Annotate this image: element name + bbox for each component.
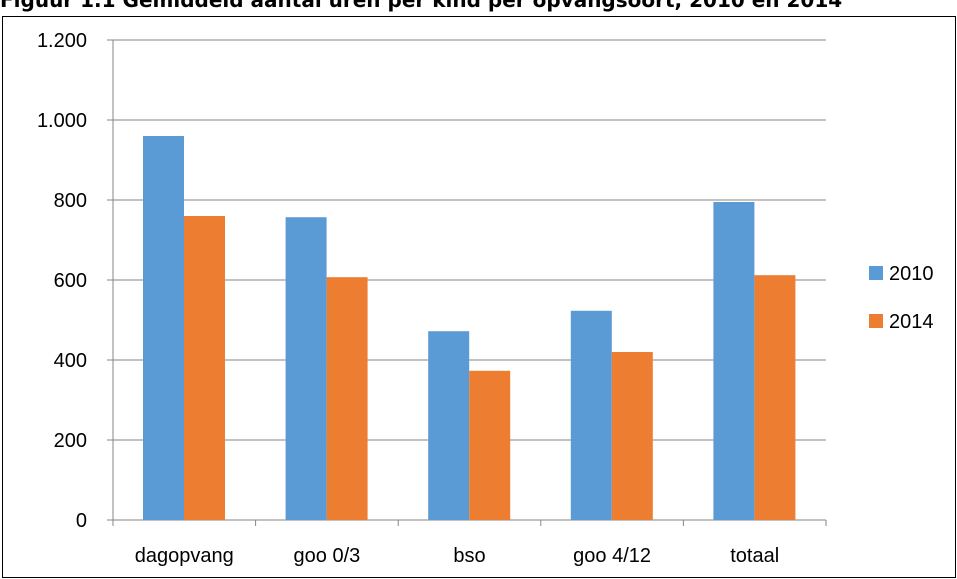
x-category-label: totaal — [730, 545, 779, 567]
x-category-label: goo 4/12 — [573, 545, 651, 567]
y-tick-label: 800 — [54, 190, 87, 212]
bar-2010-0 — [143, 136, 184, 520]
bar-2014-3 — [611, 352, 653, 520]
bar-2014-2 — [469, 370, 511, 520]
bar-2014-4 — [754, 275, 796, 520]
x-category-label: dagopvang — [135, 545, 234, 567]
legend-label-2014: 2014 — [889, 311, 934, 333]
y-tick-label: 1.200 — [37, 30, 87, 52]
bar-2010-1 — [285, 217, 327, 520]
y-tick-label: 0 — [76, 510, 87, 532]
bar-2010-2 — [428, 331, 470, 520]
y-tick-label: 200 — [54, 430, 87, 452]
legend-label-2010: 2010 — [889, 263, 934, 285]
y-tick-label: 600 — [54, 270, 87, 292]
y-tick-label: 400 — [54, 350, 87, 372]
y-tick-label: 1.000 — [37, 110, 87, 132]
figure-title: Figuur 1.1 Gemiddeld aantal uren per kin… — [0, 0, 843, 12]
bar-2014-1 — [326, 277, 368, 520]
legend-swatch-2010 — [869, 266, 883, 280]
x-category-label: goo 0/3 — [294, 545, 361, 567]
legend-swatch-2014 — [869, 314, 883, 328]
x-category-label: bso — [453, 545, 485, 567]
bar-2014-0 — [184, 216, 225, 520]
bar-2010-3 — [570, 310, 612, 520]
bar-2010-4 — [713, 202, 755, 520]
